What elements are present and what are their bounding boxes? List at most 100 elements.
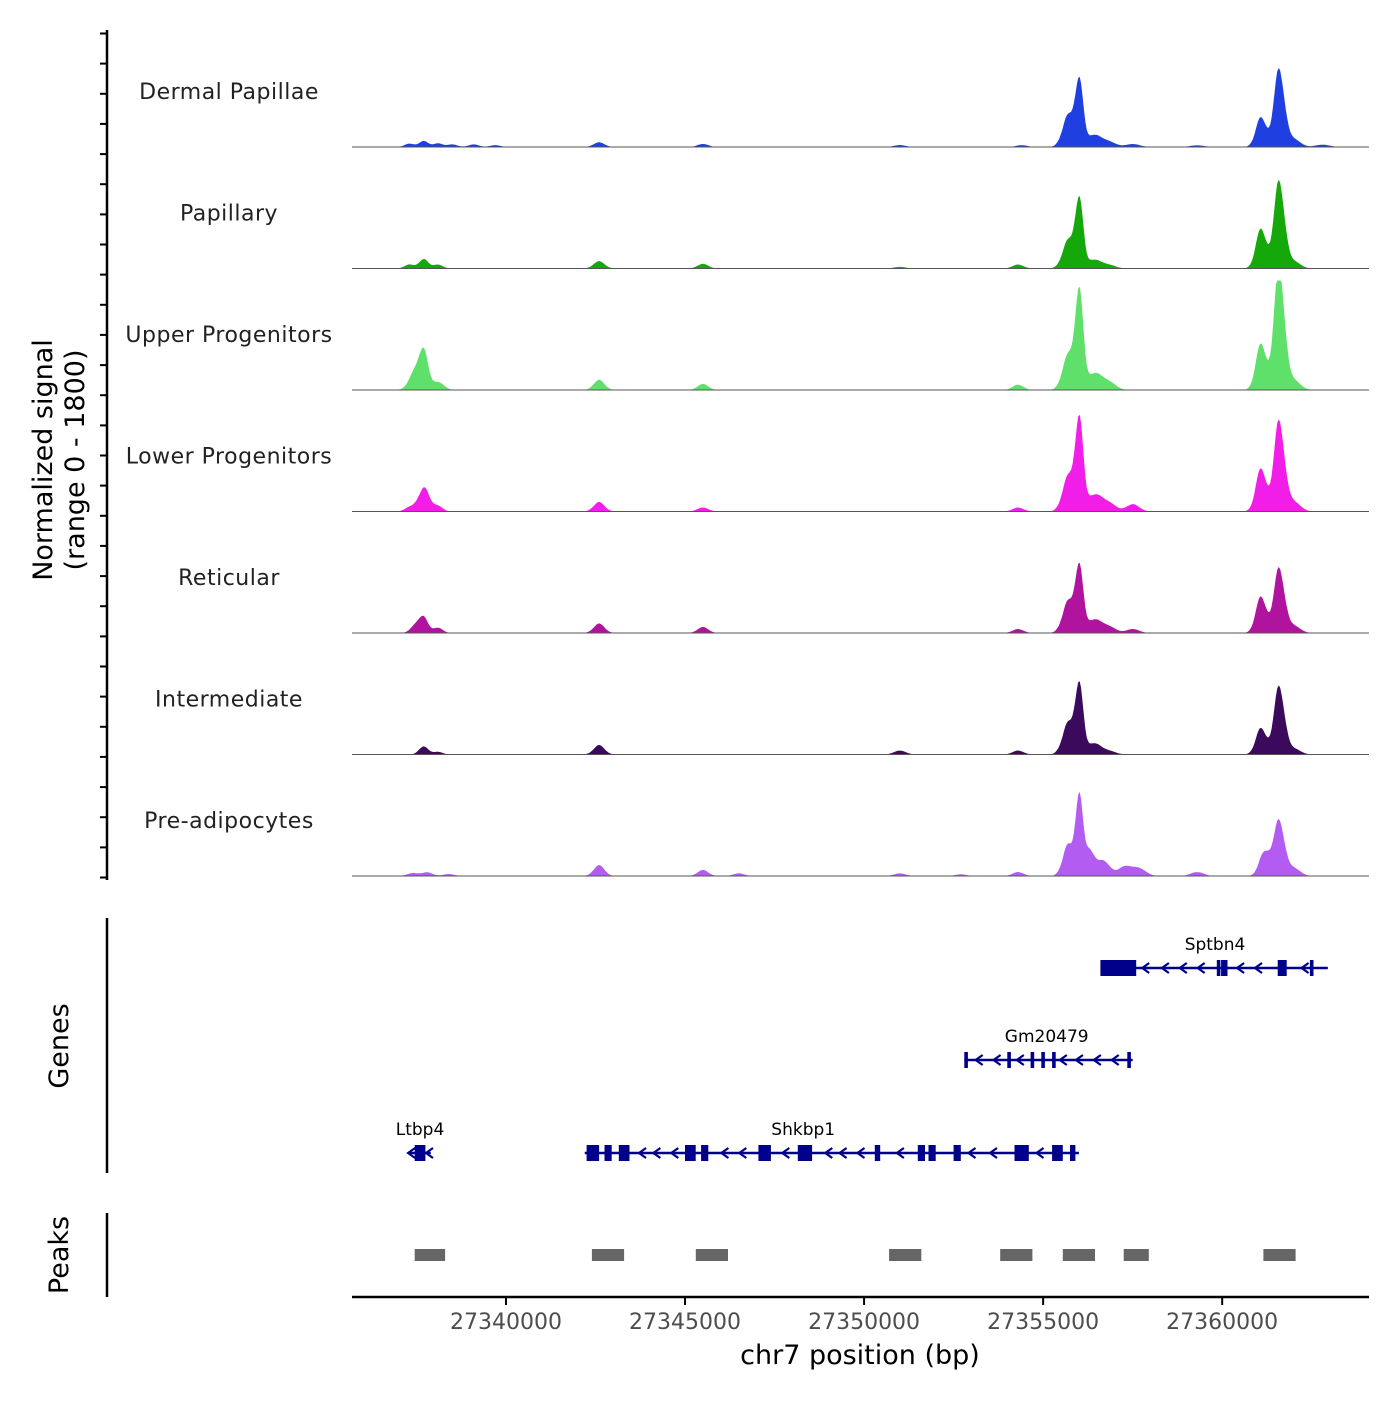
- position-tick-label: 27350000: [808, 1310, 920, 1335]
- gene-exon: [1277, 960, 1287, 976]
- coverage-area: [352, 179, 1369, 269]
- track-label: Lower Progenitors: [126, 445, 332, 470]
- coverage-area: [352, 791, 1369, 876]
- track-dermal-papillae: Dermal Papillae: [139, 67, 1369, 148]
- gene-exon: [874, 1145, 881, 1161]
- gene-exon: [1309, 960, 1314, 976]
- strand-arrow: [780, 1147, 790, 1159]
- gene-exon: [917, 1145, 925, 1161]
- position-tick-label: 27345000: [629, 1310, 741, 1335]
- strand-arrow: [737, 1147, 747, 1159]
- position-axis: chr7 position (bp) 27340000 27345000 27350…: [352, 1295, 1369, 1371]
- signal-axis: Normalized signal (range 0 - 1800): [28, 30, 109, 880]
- peak-region: [1263, 1249, 1296, 1261]
- strand-arrow: [719, 1147, 730, 1159]
- coverage-area: [352, 681, 1369, 755]
- strand-arrow: [1253, 962, 1263, 974]
- signal-axis-label-line2: (range 0 - 1800): [60, 350, 91, 571]
- strand-arrow: [424, 1147, 434, 1159]
- strand-arrow: [651, 1147, 662, 1159]
- coverage-area: [352, 562, 1369, 633]
- gene-exon: [1030, 1052, 1035, 1068]
- strand-arrow: [1074, 1054, 1084, 1066]
- strand-arrow: [855, 1147, 866, 1159]
- strand-arrow: [973, 1054, 984, 1066]
- gene-exon: [1070, 1145, 1076, 1161]
- track-label: Papillary: [180, 202, 278, 227]
- track-lower-progenitors: Lower Progenitors: [126, 414, 1369, 512]
- gene-shkbp1: Shkbp1: [584, 1120, 1079, 1161]
- track-label: Dermal Papillae: [139, 80, 319, 105]
- track-intermediate: Intermediate: [155, 681, 1369, 755]
- strand-arrow: [1177, 962, 1188, 974]
- track-label: Reticular: [178, 566, 280, 591]
- peaks-panel-label: Peaks: [44, 1216, 75, 1294]
- track-pre-adipocytes: Pre-adipocytes: [144, 791, 1369, 877]
- position-tick-label: 27360000: [1166, 1310, 1278, 1335]
- signal-axis-label-line1: Normalized signal: [28, 339, 59, 581]
- strand-arrow: [1057, 1054, 1068, 1066]
- gene-exon: [1221, 960, 1228, 976]
- gene-label: Ltbp4: [396, 1120, 445, 1140]
- peak-region: [414, 1249, 446, 1261]
- track-upper-progenitors: Upper Progenitors: [125, 280, 1369, 391]
- gene-gm20479: Gm20479: [964, 1027, 1133, 1068]
- gene-exon: [797, 1145, 813, 1161]
- strand-arrow: [988, 1147, 998, 1159]
- track-papillary: Papillary: [180, 179, 1369, 269]
- strand-arrow: [1235, 962, 1245, 974]
- gene-exon: [1100, 960, 1137, 976]
- strand-arrow: [1195, 962, 1206, 974]
- gene-label: Sptbn4: [1185, 935, 1246, 955]
- position-axis-title: chr7 position (bp): [740, 1340, 980, 1371]
- genes-panel-label: Genes: [44, 1003, 75, 1088]
- coverage-area: [352, 280, 1369, 390]
- gene-label: Shkbp1: [771, 1120, 835, 1140]
- gene-exon: [618, 1145, 630, 1161]
- strand-arrow: [1299, 962, 1310, 974]
- track-label: Intermediate: [155, 688, 303, 713]
- strand-arrow: [669, 1147, 679, 1159]
- gene-exon: [586, 1145, 600, 1161]
- strand-arrow: [1091, 1054, 1102, 1066]
- position-tick-label: 27355000: [987, 1310, 1099, 1335]
- peak-region: [889, 1249, 922, 1261]
- peak-region: [591, 1249, 625, 1261]
- gene-exon: [1007, 1052, 1011, 1068]
- gene-exon: [414, 1145, 426, 1161]
- gene-label: Gm20479: [1005, 1027, 1089, 1047]
- peak-region: [1123, 1249, 1149, 1261]
- strand-arrow: [1014, 1054, 1025, 1066]
- gene-exon: [701, 1145, 709, 1161]
- strand-arrow: [991, 1054, 1002, 1066]
- gene-exon: [604, 1145, 612, 1161]
- gene-exon: [1216, 960, 1221, 976]
- strand-arrow: [837, 1147, 848, 1159]
- strand-arrow: [1140, 962, 1150, 974]
- strand-arrow: [637, 1147, 647, 1159]
- peaks-panel: Peaks: [44, 1213, 1296, 1297]
- strand-arrow: [894, 1147, 905, 1159]
- peak-region: [1000, 1249, 1033, 1261]
- gene-exon: [1127, 1052, 1131, 1068]
- gene-exon: [685, 1145, 696, 1161]
- gene-exon: [928, 1145, 936, 1161]
- strand-arrow: [823, 1147, 833, 1159]
- strand-arrow: [1109, 1054, 1120, 1066]
- coverage-area: [352, 414, 1369, 512]
- gene-exon: [758, 1145, 771, 1161]
- strand-arrow: [966, 1147, 977, 1159]
- track-label: Pre-adipocytes: [144, 809, 314, 834]
- gene-ltbp4: Ltbp4: [396, 1120, 445, 1161]
- genes-panel: Genes Sptbn4 Gm20479 Ltbp4 Shkbp1: [44, 918, 1328, 1173]
- track-label: Upper Progenitors: [125, 323, 332, 348]
- strand-arrow: [406, 1147, 416, 1159]
- coverage-tracks: Dermal Papillae Papillary Upper Progenitor…: [125, 67, 1369, 877]
- gene-exon: [1052, 1145, 1063, 1161]
- gene-exon: [1014, 1145, 1029, 1161]
- strand-arrow: [1034, 1147, 1045, 1159]
- track-reticular: Reticular: [178, 562, 1369, 634]
- gene-exon: [953, 1145, 961, 1161]
